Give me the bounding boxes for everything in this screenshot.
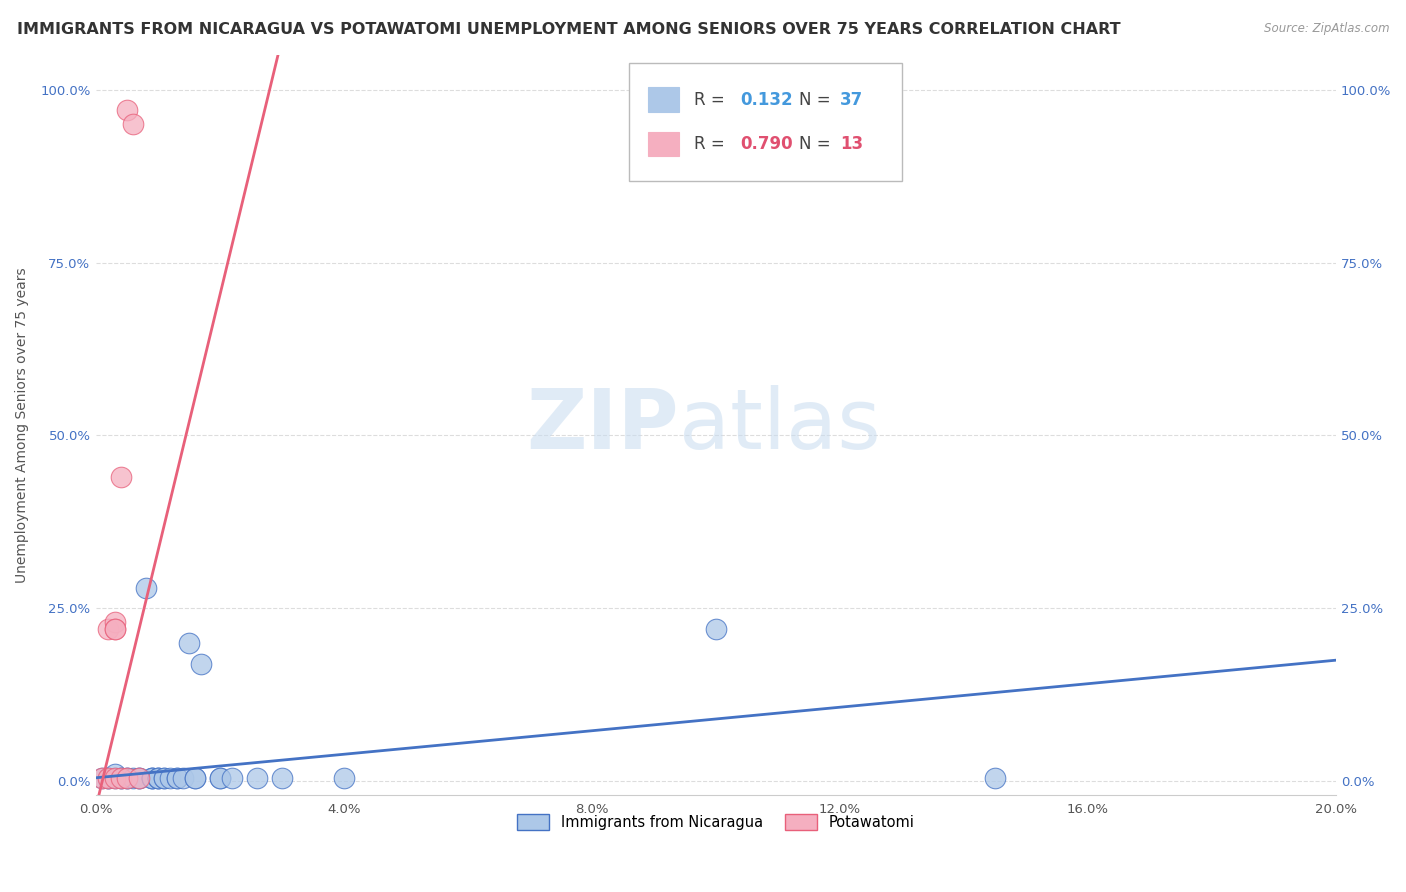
Point xyxy=(115,771,138,785)
Text: R =: R = xyxy=(693,90,730,109)
Y-axis label: Unemployment Among Seniors over 75 years: Unemployment Among Seniors over 75 years xyxy=(15,268,30,582)
Point xyxy=(208,771,231,785)
Point xyxy=(91,771,114,785)
Point xyxy=(153,771,176,785)
Point xyxy=(128,771,150,785)
Point xyxy=(984,771,1007,785)
Point xyxy=(115,771,138,785)
Point xyxy=(104,771,127,785)
Text: R =: R = xyxy=(693,135,730,153)
Point xyxy=(122,117,145,131)
Point xyxy=(110,771,132,785)
Point xyxy=(115,771,138,785)
Point xyxy=(159,771,181,785)
Text: N =: N = xyxy=(799,90,835,109)
Point xyxy=(166,771,188,785)
Point xyxy=(190,657,212,671)
Text: 0.132: 0.132 xyxy=(741,90,793,109)
Point xyxy=(97,622,120,636)
Point xyxy=(91,771,114,785)
Point xyxy=(128,771,150,785)
Bar xyxy=(648,132,679,156)
Point xyxy=(135,581,157,595)
Point xyxy=(104,622,127,636)
Point xyxy=(104,767,127,781)
Point xyxy=(177,636,200,650)
Point xyxy=(184,771,207,785)
Point xyxy=(122,771,145,785)
Point xyxy=(153,771,176,785)
Point xyxy=(221,771,243,785)
Text: 13: 13 xyxy=(839,135,863,153)
Point xyxy=(172,771,194,785)
Point xyxy=(333,771,356,785)
Point xyxy=(128,771,150,785)
Point xyxy=(141,771,163,785)
Point xyxy=(110,771,132,785)
Text: N =: N = xyxy=(799,135,835,153)
Point xyxy=(246,771,269,785)
Text: IMMIGRANTS FROM NICARAGUA VS POTAWATOMI UNEMPLOYMENT AMONG SENIORS OVER 75 YEARS: IMMIGRANTS FROM NICARAGUA VS POTAWATOMI … xyxy=(17,22,1121,37)
Text: atlas: atlas xyxy=(679,384,880,466)
Point xyxy=(104,615,127,630)
Point xyxy=(110,771,132,785)
Point xyxy=(704,622,727,636)
Point xyxy=(208,771,231,785)
Text: 37: 37 xyxy=(839,90,863,109)
Point xyxy=(97,771,120,785)
Point xyxy=(104,622,127,636)
Point xyxy=(184,771,207,785)
Legend: Immigrants from Nicaragua, Potawatomi: Immigrants from Nicaragua, Potawatomi xyxy=(512,808,921,836)
Point xyxy=(146,771,169,785)
Text: 0.790: 0.790 xyxy=(741,135,793,153)
Point xyxy=(271,771,294,785)
Bar xyxy=(648,87,679,112)
Point xyxy=(141,771,163,785)
Point xyxy=(115,103,138,118)
Point xyxy=(110,470,132,484)
Point xyxy=(146,771,169,785)
Text: Source: ZipAtlas.com: Source: ZipAtlas.com xyxy=(1264,22,1389,36)
FancyBboxPatch shape xyxy=(628,62,901,181)
Point xyxy=(97,771,120,785)
Point xyxy=(166,771,188,785)
Point xyxy=(141,771,163,785)
Point xyxy=(146,771,169,785)
Text: ZIP: ZIP xyxy=(526,384,679,466)
Point xyxy=(97,771,120,785)
Point xyxy=(104,771,127,785)
